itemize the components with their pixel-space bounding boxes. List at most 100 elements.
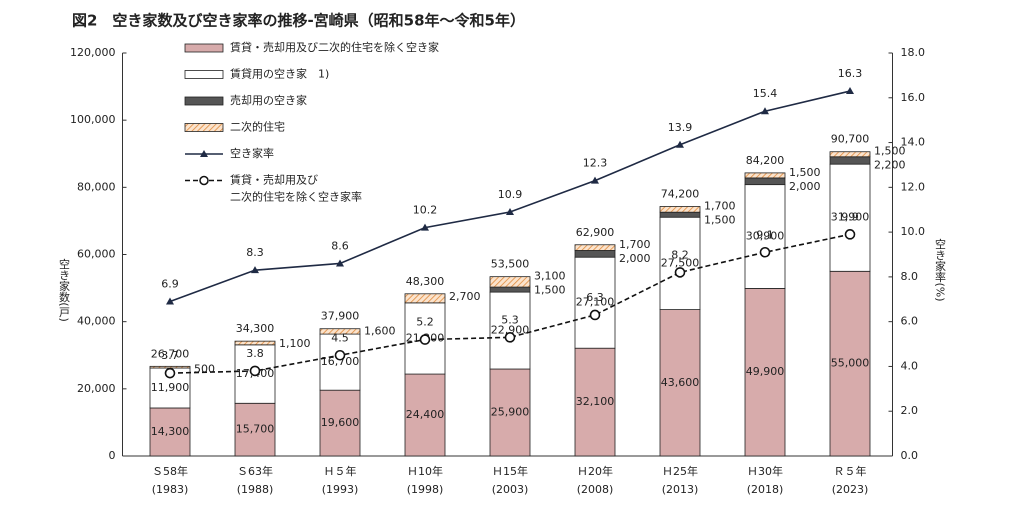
bar-segment: [829, 156, 871, 165]
bar-segment: [489, 276, 531, 288]
data-label: 1,600: [364, 325, 396, 338]
data-label: 1,500: [789, 166, 821, 179]
marker: [674, 267, 686, 278]
data-label: 3.7: [161, 349, 179, 362]
bar-segment: [489, 368, 531, 457]
data-label: 12.3: [583, 157, 608, 170]
data-label: 8.2: [671, 248, 689, 261]
bar-segment: [659, 206, 701, 213]
legend-label: 二次的住宅: [230, 120, 285, 134]
legend-marker: [199, 175, 209, 186]
x-tick-label: Ｒ５年: [834, 464, 867, 478]
total-label: 74,200: [661, 187, 700, 200]
marker: [761, 107, 769, 115]
data-label: 13.9: [668, 121, 693, 134]
x-tick-label: (2013): [662, 483, 699, 496]
y-tick-label: 0: [109, 449, 116, 462]
y-tick-label: 60,000: [77, 248, 116, 261]
data-label: 1,700: [704, 199, 736, 212]
marker: [419, 334, 431, 345]
data-label: 8.6: [331, 239, 349, 252]
x-tick-label: Ｓ63年: [237, 464, 273, 478]
data-label: 25,900: [491, 406, 530, 419]
data-label: 10.9: [498, 188, 523, 201]
marker: [506, 207, 514, 215]
data-label: 43,600: [661, 376, 700, 389]
marker: [166, 297, 174, 305]
data-label: 1,700: [619, 238, 651, 251]
y2-tick-label: 4.0: [901, 359, 919, 372]
data-label: 11,900: [151, 381, 190, 394]
data-label: 1,500: [534, 284, 566, 297]
bar-segment: [574, 256, 616, 349]
data-label: 9.9: [841, 210, 859, 223]
legend-swatch: [184, 43, 224, 53]
y-tick-label: 120,000: [70, 46, 116, 59]
data-label: 2,700: [449, 290, 481, 303]
bar-segment: [829, 151, 871, 158]
legend-label: 売却用の空き家: [230, 93, 307, 107]
data-label: 500: [194, 362, 215, 375]
y-tick-label: 100,000: [70, 113, 116, 126]
total-label: 34,300: [236, 322, 275, 335]
x-tick-label: (1993): [322, 483, 359, 496]
bar-segment: [659, 211, 701, 218]
chart-title: 図2 空き家数及び空き家率の推移-宮崎県（昭和58年～令和5年）: [72, 12, 525, 30]
marker: [591, 176, 599, 184]
data-label: 3,100: [534, 270, 566, 283]
bar-segment: [489, 291, 531, 370]
data-label: 5.3: [501, 313, 519, 326]
data-label: 16,700: [321, 355, 360, 368]
data-label: 14,300: [151, 425, 190, 438]
data-label: 55,000: [831, 357, 870, 370]
marker: [336, 259, 344, 267]
marker: [421, 223, 429, 231]
data-label: 15,700: [236, 423, 275, 436]
total-label: 53,500: [491, 258, 530, 271]
bar-segment: [744, 288, 786, 457]
x-tick-label: (2018): [747, 483, 784, 496]
data-label: 6.3: [586, 291, 604, 304]
data-label: 3.8: [246, 347, 264, 360]
legend-marker: [200, 150, 208, 157]
x-tick-label: (2023): [832, 483, 869, 496]
bar-segment: [574, 244, 616, 251]
marker: [251, 266, 259, 274]
bar-segment: [659, 309, 701, 457]
total-label: 26,700: [151, 347, 190, 360]
data-label: 1,500: [874, 145, 906, 158]
x-tick-label: Ｈ30年: [747, 464, 783, 478]
x-tick-label: (1998): [407, 483, 444, 496]
bar-segment: [744, 177, 786, 186]
data-label: 16.3: [838, 67, 863, 80]
data-label: 22,900: [491, 324, 530, 337]
total-label: 84,200: [746, 154, 785, 167]
bar-segment: [744, 172, 786, 179]
data-label: 2,000: [789, 180, 821, 193]
data-label: 4.5: [331, 331, 349, 344]
bar-segment: [574, 347, 616, 457]
x-tick-label: (1983): [152, 483, 189, 496]
marker: [589, 309, 601, 321]
data-label: 2,200: [874, 159, 906, 172]
legend-label: 賃貸・売却用及び二次的住宅を除く空き家: [230, 40, 439, 54]
legend-label: 二次的住宅を除く空き家率: [230, 190, 362, 204]
bar-segment: [149, 407, 191, 457]
bar-segment: [234, 340, 276, 346]
x-tick-label: Ｈ15年: [492, 464, 528, 478]
x-tick-label: Ｈ10年: [407, 464, 443, 478]
legend-swatch: [184, 96, 224, 106]
total-label: 37,900: [321, 310, 360, 323]
marker: [334, 349, 346, 361]
marker: [846, 87, 854, 95]
x-tick-label: Ｈ25年: [662, 464, 698, 478]
bar-segment: [489, 286, 531, 293]
bar-segment: [574, 250, 616, 258]
y2-tick-label: 12.0: [901, 180, 926, 193]
x-tick-label: Ｈ20年: [577, 464, 613, 478]
y-axis-title: 空き家数(戸): [58, 257, 71, 322]
y2-tick-label: 16.0: [901, 91, 926, 104]
marker: [164, 367, 176, 379]
legend-label: 賃貸・売却用及び: [230, 173, 318, 187]
